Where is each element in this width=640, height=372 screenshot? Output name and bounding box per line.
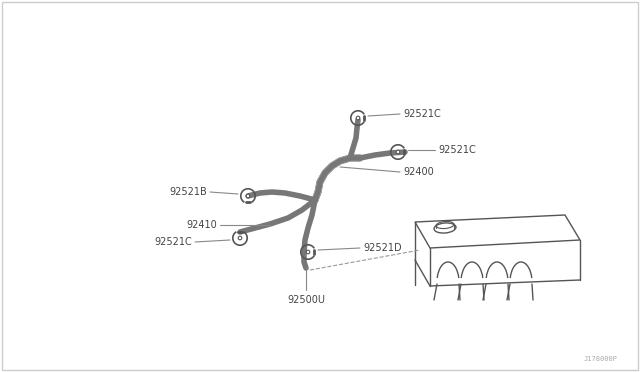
Ellipse shape bbox=[246, 194, 250, 198]
Ellipse shape bbox=[396, 150, 400, 154]
Ellipse shape bbox=[356, 116, 360, 120]
Text: J178000P: J178000P bbox=[584, 356, 618, 362]
Text: 92521C: 92521C bbox=[438, 145, 476, 155]
Text: 92500U: 92500U bbox=[287, 295, 325, 305]
Ellipse shape bbox=[306, 250, 310, 254]
Text: 92521D: 92521D bbox=[363, 243, 402, 253]
Ellipse shape bbox=[238, 236, 242, 240]
Text: 92410: 92410 bbox=[186, 220, 217, 230]
Text: 92521C: 92521C bbox=[403, 109, 441, 119]
Text: 92400: 92400 bbox=[403, 167, 434, 177]
Text: 92521C: 92521C bbox=[154, 237, 192, 247]
Text: 92521B: 92521B bbox=[169, 187, 207, 197]
